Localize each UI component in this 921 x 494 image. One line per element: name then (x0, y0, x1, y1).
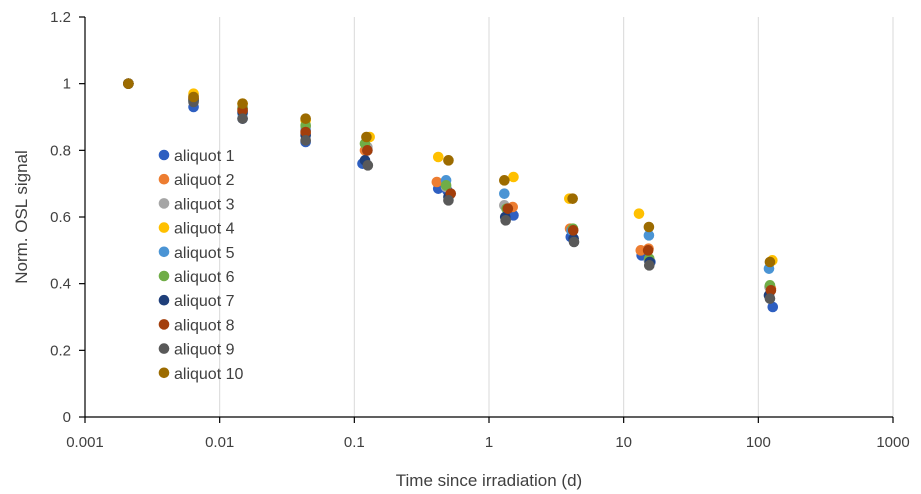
x-tick-label: 0.01 (205, 434, 234, 451)
data-point-aliquot-4 (508, 171, 519, 183)
y-axis-title: Norm. OSL signal (12, 150, 31, 284)
data-point-aliquot-10 (499, 175, 510, 186)
gridlines (219, 17, 894, 417)
data-point-aliquot-9 (643, 260, 655, 271)
y-tick-label: 0.2 (50, 342, 71, 359)
y-tick-label: 0.8 (50, 142, 71, 159)
data-point-aliquot-8 (362, 145, 373, 156)
y-tick-label: 0.4 (50, 276, 71, 293)
data-point-aliquot-10 (643, 221, 655, 233)
legend-marker-aliquot-7 (158, 294, 170, 306)
data-point-aliquot-10 (123, 78, 134, 89)
data-point-aliquot-2 (431, 176, 443, 188)
legend-marker-aliquot-9 (158, 343, 170, 354)
data-point-aliquot-1 (767, 301, 779, 313)
legend-marker-aliquot-2 (158, 173, 170, 185)
legend-marker-aliquot-4 (158, 222, 170, 233)
x-tick-label: 100 (746, 434, 771, 451)
axes: 0.001 0.01 0.1 1 10 100 1000 0 0.2 0.4 0.6 0.8 1 1.2 (50, 9, 910, 451)
data-point-aliquot-9 (443, 195, 454, 206)
data-point-aliquot-5 (499, 188, 510, 199)
data-point-aliquot-10 (188, 91, 199, 103)
y-tick-label: 1 (63, 76, 71, 93)
data-point-aliquot-4 (633, 208, 645, 219)
data-point-aliquot-10 (361, 131, 372, 143)
data-point-aliquot-9 (300, 135, 311, 146)
x-tick-label: 0.1 (344, 434, 365, 451)
data-point-aliquot-10 (443, 155, 454, 166)
data-point-aliquot-10 (237, 98, 248, 109)
data-point-aliquot-8 (502, 203, 514, 214)
legend-label-aliquot-3: aliquot 3 (174, 196, 235, 213)
x-tick-label: 1000 (876, 434, 909, 451)
x-axis-title: Time since irradiation (d) (396, 471, 582, 490)
data-point-aliquot-9 (362, 160, 374, 171)
data-point-aliquot-9 (764, 293, 776, 304)
data-point-aliquot-9 (500, 215, 511, 226)
legend-label-aliquot-10: aliquot 10 (174, 366, 243, 383)
data-point-aliquot-8 (300, 126, 311, 138)
legend-label-aliquot-5: aliquot 5 (174, 245, 235, 262)
data-points (123, 78, 779, 313)
y-tick-label: 0 (63, 409, 71, 426)
data-point-aliquot-8 (765, 285, 777, 296)
legend-marker-aliquot-5 (158, 246, 170, 258)
legend-label-aliquot-4: aliquot 4 (174, 221, 235, 238)
data-point-aliquot-10 (300, 113, 311, 124)
data-point-aliquot-4 (432, 151, 444, 163)
legend-marker-aliquot-3 (158, 198, 170, 209)
legend-marker-aliquot-1 (158, 149, 170, 161)
legend-label-aliquot-7: aliquot 7 (174, 293, 235, 310)
data-point-aliquot-8 (642, 245, 654, 256)
legend-label-aliquot-8: aliquot 8 (174, 317, 235, 334)
y-tick-label: 1.2 (50, 9, 71, 26)
legend-label-aliquot-9: aliquot 9 (174, 342, 235, 359)
data-point-aliquot-8 (567, 225, 579, 236)
legend-marker-aliquot-6 (158, 270, 170, 282)
data-point-aliquot-6 (440, 180, 452, 191)
legend-label-aliquot-6: aliquot 6 (174, 269, 235, 286)
data-point-aliquot-5 (643, 230, 655, 241)
x-tick-label: 1 (485, 434, 493, 451)
legend-marker-aliquot-8 (158, 319, 170, 330)
y-tick-label: 0.6 (50, 209, 71, 226)
x-tick-label: 10 (615, 434, 632, 451)
legend-label-aliquot-2: aliquot 2 (174, 172, 235, 189)
data-point-aliquot-9 (237, 113, 248, 124)
x-tick-label: 0.001 (66, 434, 104, 451)
data-point-aliquot-9 (568, 236, 580, 248)
data-point-aliquot-10 (764, 256, 776, 268)
data-point-aliquot-10 (567, 193, 578, 204)
legend: aliquot 1 aliquot 2 aliquot 3 aliquot 4 aliq… (158, 148, 243, 383)
legend-marker-aliquot-10 (158, 367, 170, 379)
legend-label-aliquot-1: aliquot 1 (174, 148, 235, 165)
